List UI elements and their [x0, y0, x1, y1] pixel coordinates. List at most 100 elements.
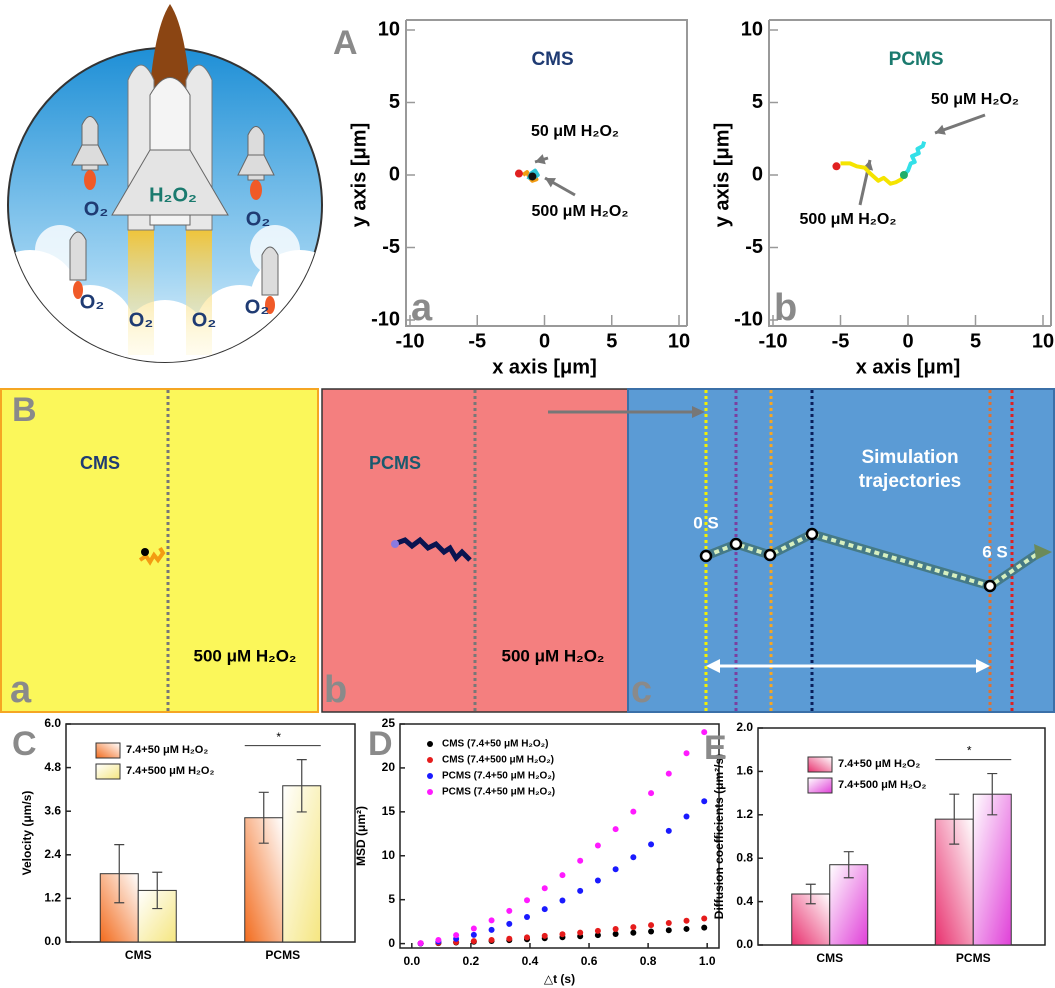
axis-frame [405, 19, 688, 327]
point [528, 172, 537, 181]
point [648, 922, 655, 929]
point [488, 937, 495, 944]
y-tick-label: 25 [382, 716, 396, 730]
legend-swatch [807, 756, 833, 773]
point [832, 162, 841, 171]
point [612, 866, 619, 873]
y-axis-label: Velocity (μm/s) [20, 791, 34, 876]
annotation: 500 μM H₂O₂ [532, 203, 629, 220]
point [594, 932, 601, 939]
y-tick-label: 1.2 [44, 891, 61, 905]
legend-marker [427, 773, 433, 779]
point [453, 932, 460, 939]
y-tick-label: 5 [389, 91, 400, 113]
trajectory [902, 141, 927, 177]
y-tick-label: 0 [388, 936, 395, 950]
sub-label: b [774, 287, 797, 329]
point [514, 169, 523, 178]
point [577, 857, 584, 864]
oxygen-label: O₂ [84, 198, 108, 220]
panel-title: Simulation [861, 447, 958, 468]
annotation: 50 μM H₂O₂ [931, 91, 1019, 108]
y-axis-label: y axis [μm] [348, 123, 370, 228]
error-bar [987, 772, 998, 816]
panel-title: CMS [80, 453, 120, 473]
point [559, 897, 566, 904]
point [506, 907, 513, 914]
axis-frame [399, 723, 720, 949]
axis-frame [757, 727, 1046, 946]
x-tick-label: CMS [816, 951, 843, 965]
x-tick-label: PCMS [265, 948, 300, 962]
panel-b: B CMS PCMS 500 μM H₂O₂ 500 μM H₂O₂ Simul… [0, 388, 1055, 713]
x-axis-label: △t (s) [544, 972, 575, 986]
point [701, 729, 708, 736]
y-tick-label: 0.0 [44, 934, 61, 948]
x-tick-label: 0 [902, 330, 913, 352]
x-tick-label: 10 [668, 330, 690, 352]
panel-label: C [12, 725, 37, 763]
point [701, 924, 708, 931]
bar [972, 793, 1012, 946]
legend-label: 7.4+50 μM H₂O₂ [126, 744, 208, 756]
trajectory [840, 161, 906, 186]
x-tick-label: 0.0 [403, 954, 420, 968]
axis-frame [768, 19, 1052, 327]
x-tick-label: 10 [1032, 330, 1054, 352]
sub-label: a [411, 287, 433, 329]
y-tick-label: 15 [382, 804, 396, 818]
chart-title: CMS [531, 49, 573, 70]
y-tick-label: 0 [752, 163, 763, 185]
y-tick-label: 0.0 [736, 937, 753, 951]
y-tick-label: 5 [752, 91, 763, 113]
y-tick-label: -5 [382, 236, 400, 258]
point [701, 915, 708, 922]
y-tick-label: 10 [741, 18, 763, 40]
y-tick-label: -10 [371, 308, 400, 330]
x-axis-label: x axis [μm] [492, 356, 597, 378]
point [506, 920, 513, 927]
annotation: 500 μM H₂O₂ [800, 211, 897, 228]
point [683, 750, 690, 757]
point [665, 827, 672, 834]
point [506, 935, 513, 942]
x-axis-label: x axis [μm] [856, 356, 961, 378]
panel-label: E [704, 729, 727, 767]
point [683, 925, 690, 932]
legend-label: 7.4+50 μM H₂O₂ [838, 758, 920, 770]
error-bar [949, 793, 960, 845]
oxygen-label: O₂ [129, 309, 153, 331]
x-tick-label: PCMS [956, 951, 991, 965]
x-tick-label: -10 [396, 330, 425, 352]
point [524, 897, 531, 904]
point [630, 924, 637, 931]
error-bar [296, 759, 307, 813]
x-tick-label: 5 [970, 330, 981, 352]
x-tick-label: 0.2 [463, 954, 480, 968]
error-bar [152, 871, 163, 910]
panel-label: B [12, 391, 37, 429]
point [683, 917, 690, 924]
point [665, 919, 672, 926]
legend-label: CMS (7.4+500 μM H₂O₂) [442, 755, 554, 766]
point [683, 813, 690, 820]
y-tick-label: 1.6 [736, 764, 753, 778]
point [648, 790, 655, 797]
point [541, 932, 548, 939]
y-axis-label: y axis [μm] [711, 123, 733, 228]
y-tick-label: 0.8 [736, 850, 753, 864]
point [612, 826, 619, 833]
legend-label: 7.4+500 μM H₂O₂ [838, 779, 926, 791]
y-axis-label: Diffusion coefficients (μm²/s) [712, 754, 726, 919]
panel-label: A [333, 24, 358, 62]
oxygen-label: O₂ [245, 296, 269, 318]
y-tick-label: 4.8 [44, 760, 61, 774]
time-label: 0 S [693, 513, 719, 532]
x-tick-label: 1.0 [699, 954, 716, 968]
point [470, 925, 477, 932]
legend-label: 7.4+500 μM H₂O₂ [126, 765, 214, 777]
x-tick-label: 0.4 [522, 954, 539, 968]
y-tick-label: 1.2 [736, 807, 753, 821]
y-axis-label: MSD (μm²) [354, 806, 368, 866]
arrow-head [535, 154, 546, 165]
